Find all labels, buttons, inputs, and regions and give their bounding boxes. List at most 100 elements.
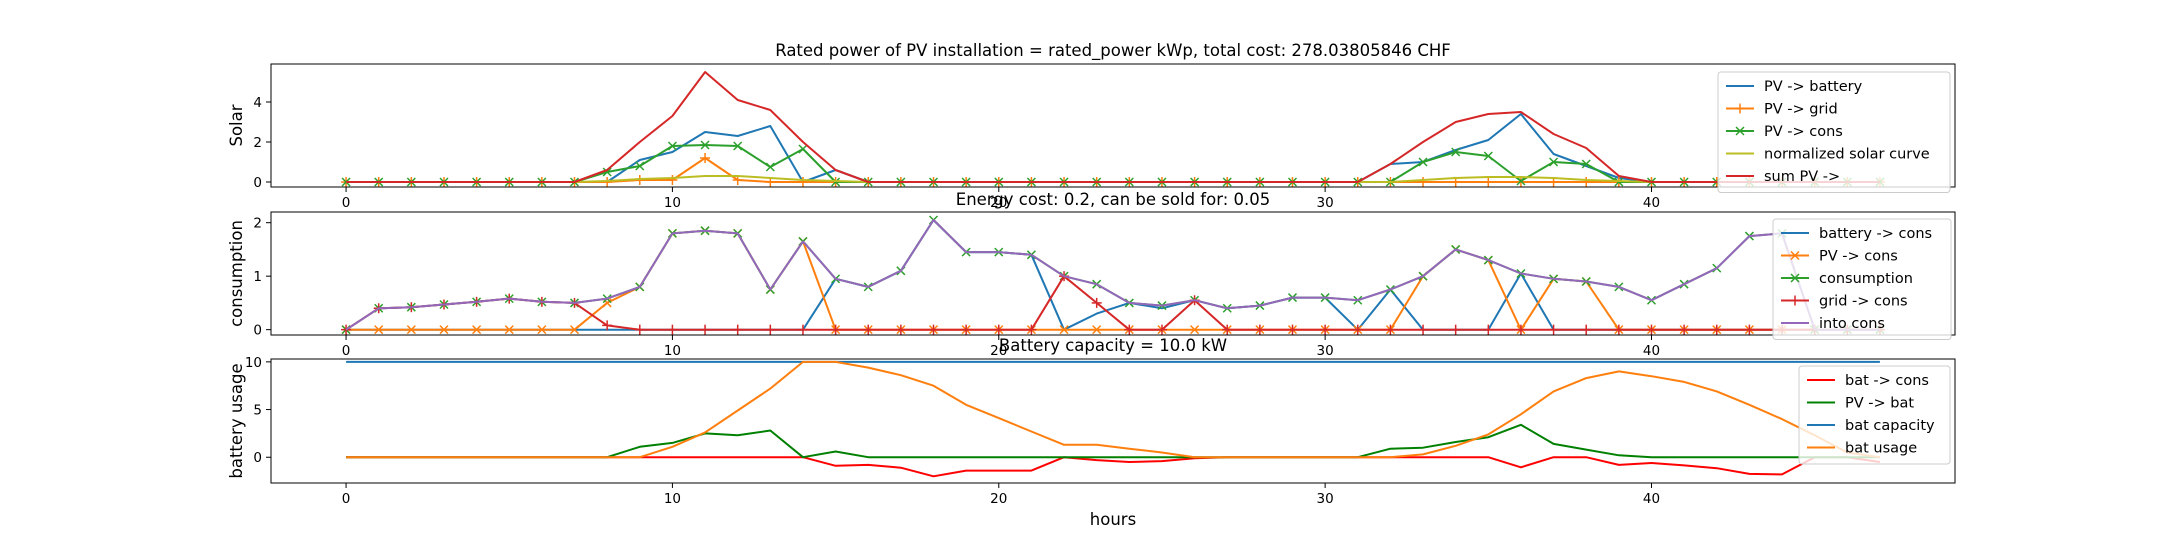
consumption-series-grid-cons <box>345 275 1880 331</box>
consumption-point-grid-cons <box>1646 324 1657 335</box>
consumption-point-grid-cons <box>1287 324 1298 335</box>
consumption-point-grid-cons <box>797 324 808 335</box>
solar-point-pv-cons <box>1483 151 1493 161</box>
solar-legend-marker <box>1735 103 1745 114</box>
consumption-x-tick-label: 0 <box>342 343 351 359</box>
solar-y-tick-label: 0 <box>253 175 262 191</box>
solar-legend-item: sum PV -> <box>1726 169 1840 185</box>
consumption-legend-item: battery -> cons <box>1781 226 1932 242</box>
consumption-series-group <box>341 215 1885 335</box>
consumption-point-grid-cons <box>1744 324 1755 335</box>
consumption-legend-marker <box>1790 295 1800 306</box>
solar-point-pv-cons <box>667 141 677 151</box>
solar-legend: PV -> battery PV -> grid PV -> cons normali… <box>1717 71 1951 193</box>
consumption-point-grid-cons <box>830 324 841 335</box>
consumption-point-grid-cons <box>1515 324 1526 335</box>
battery-panel: Battery capacity = 10.0 kW battery usage… <box>227 336 1956 507</box>
solar-legend-label: sum PV -> <box>1764 169 1840 185</box>
consumption-legend-label: battery -> cons <box>1819 226 1932 242</box>
consumption-legend-item: consumption <box>1781 271 1913 287</box>
solar-y-tick-label: 4 <box>253 95 262 111</box>
consumption-point-pv-cons <box>569 325 580 335</box>
consumption-point-grid-cons <box>1124 324 1135 335</box>
consumption-point-pv-cons <box>406 325 416 335</box>
consumption-point-grid-cons <box>1581 324 1592 335</box>
battery-plot-area: battery usage 0 10 20 30 40 0 5 10 bat -> cons PV … <box>227 355 1956 507</box>
battery-x-tick-label: 10 <box>664 491 681 507</box>
consumption-legend-label: into cons <box>1819 316 1885 332</box>
battery-legend-item: bat -> cons <box>1807 373 1929 389</box>
consumption-point-grid-cons <box>765 324 776 335</box>
consumption-x-tick-label: 40 <box>1643 343 1660 359</box>
consumption-point-pv-cons <box>472 325 482 335</box>
consumption-legend-item: grid -> cons <box>1781 294 1908 310</box>
solar-series-group <box>341 71 1885 187</box>
consumption-point-grid-cons <box>1385 324 1396 335</box>
consumption-legend-marker <box>1790 273 1800 283</box>
consumption-y-tick-label: 1 <box>253 269 262 285</box>
consumption-point-grid-cons <box>1548 324 1559 335</box>
consumption-point-grid-cons <box>1711 324 1722 335</box>
solar-point-pv-grid <box>1418 177 1429 187</box>
solar-plot-area: Solar 0 10 20 30 40 0 2 4 PV -> battery PV -> grid… <box>227 63 1956 211</box>
solar-axes-frame <box>270 63 1956 188</box>
solar-point-pv-cons <box>1451 147 1461 157</box>
battery-y-tick-label: 0 <box>253 450 262 466</box>
solar-point-pv-cons <box>1516 176 1526 186</box>
battery-x-tick-label: 0 <box>342 491 351 507</box>
consumption-legend-item: into cons <box>1781 316 1885 332</box>
consumption-point-grid-cons <box>1613 324 1624 335</box>
battery-legend-item: bat capacity <box>1807 418 1935 434</box>
consumption-point-pv-cons <box>1059 325 1069 335</box>
solar-point-pv-grid <box>797 177 808 187</box>
consumption-y-axis-label: consumption <box>227 220 246 327</box>
consumption-point-grid-cons <box>1254 324 1265 335</box>
x-axis-label: hours <box>1090 510 1136 529</box>
consumption-axes-frame <box>270 211 1956 336</box>
battery-legend-label: PV -> bat <box>1845 396 1914 412</box>
battery-x-tick-label: 20 <box>990 491 1007 507</box>
solar-panel: Solar 0 10 20 30 40 0 2 4 PV -> battery PV -> grid… <box>227 63 1956 211</box>
battery-legend-box <box>1798 365 1951 465</box>
consumption-legend-box <box>1772 218 1952 340</box>
consumption-point-grid-cons <box>1352 324 1363 335</box>
solar-point-pv-cons <box>1581 159 1591 169</box>
solar-y-tick-label: 2 <box>253 135 262 151</box>
solar-legend-label: normalized solar curve <box>1764 147 1930 163</box>
solar-point-pv-cons <box>602 167 612 177</box>
consumption-legend-label: consumption <box>1819 271 1913 287</box>
consumption-point-grid-cons <box>1091 297 1102 308</box>
solar-y-axis-label: Solar <box>227 104 246 146</box>
consumption-point-pv-cons <box>374 325 384 335</box>
consumption-point-grid-cons <box>1222 324 1233 335</box>
solar-legend-box <box>1717 71 1951 193</box>
solar-point-pv-grid <box>667 175 678 185</box>
consumption-legend-item: PV -> cons <box>1781 249 1898 265</box>
consumption-x-tick-label: 30 <box>1317 343 1334 359</box>
consumption-point-pv-cons <box>504 325 514 335</box>
solar-legend-item: PV -> cons <box>1726 124 1843 140</box>
solar-x-tick-label: 20 <box>990 195 1007 211</box>
consumption-point-grid-cons <box>634 324 645 335</box>
solar-x-tick-label: 40 <box>1643 195 1660 211</box>
battery-legend-item: PV -> bat <box>1807 396 1914 412</box>
consumption-point-grid-cons <box>602 320 613 331</box>
battery-legend-label: bat capacity <box>1845 418 1935 434</box>
consumption-point-grid-cons <box>1320 324 1331 335</box>
solar-point-pv-cons <box>1418 157 1428 167</box>
battery-y-tick-label: 5 <box>253 403 262 419</box>
solar-point-pv-cons <box>1614 177 1624 187</box>
solar-legend-item: PV -> battery <box>1726 79 1863 95</box>
solar-legend-item: PV -> grid <box>1726 102 1838 118</box>
battery-series-bat-usage <box>346 360 1881 459</box>
consumption-panel: Energy cost: 0.2, can be sold for: 0.05 … <box>227 190 1956 359</box>
battery-panel-title: Battery capacity = 10.0 kW <box>999 336 1227 355</box>
consumption-point-grid-cons <box>1418 324 1429 335</box>
battery-series-group <box>346 360 1881 478</box>
battery-x-tick-label: 40 <box>1643 491 1660 507</box>
solar-point-pv-cons <box>635 161 645 171</box>
solar-point-pv-cons <box>700 140 710 150</box>
battery-x-tick-label: 30 <box>1317 491 1334 507</box>
consumption-point-grid-cons <box>1450 324 1461 335</box>
